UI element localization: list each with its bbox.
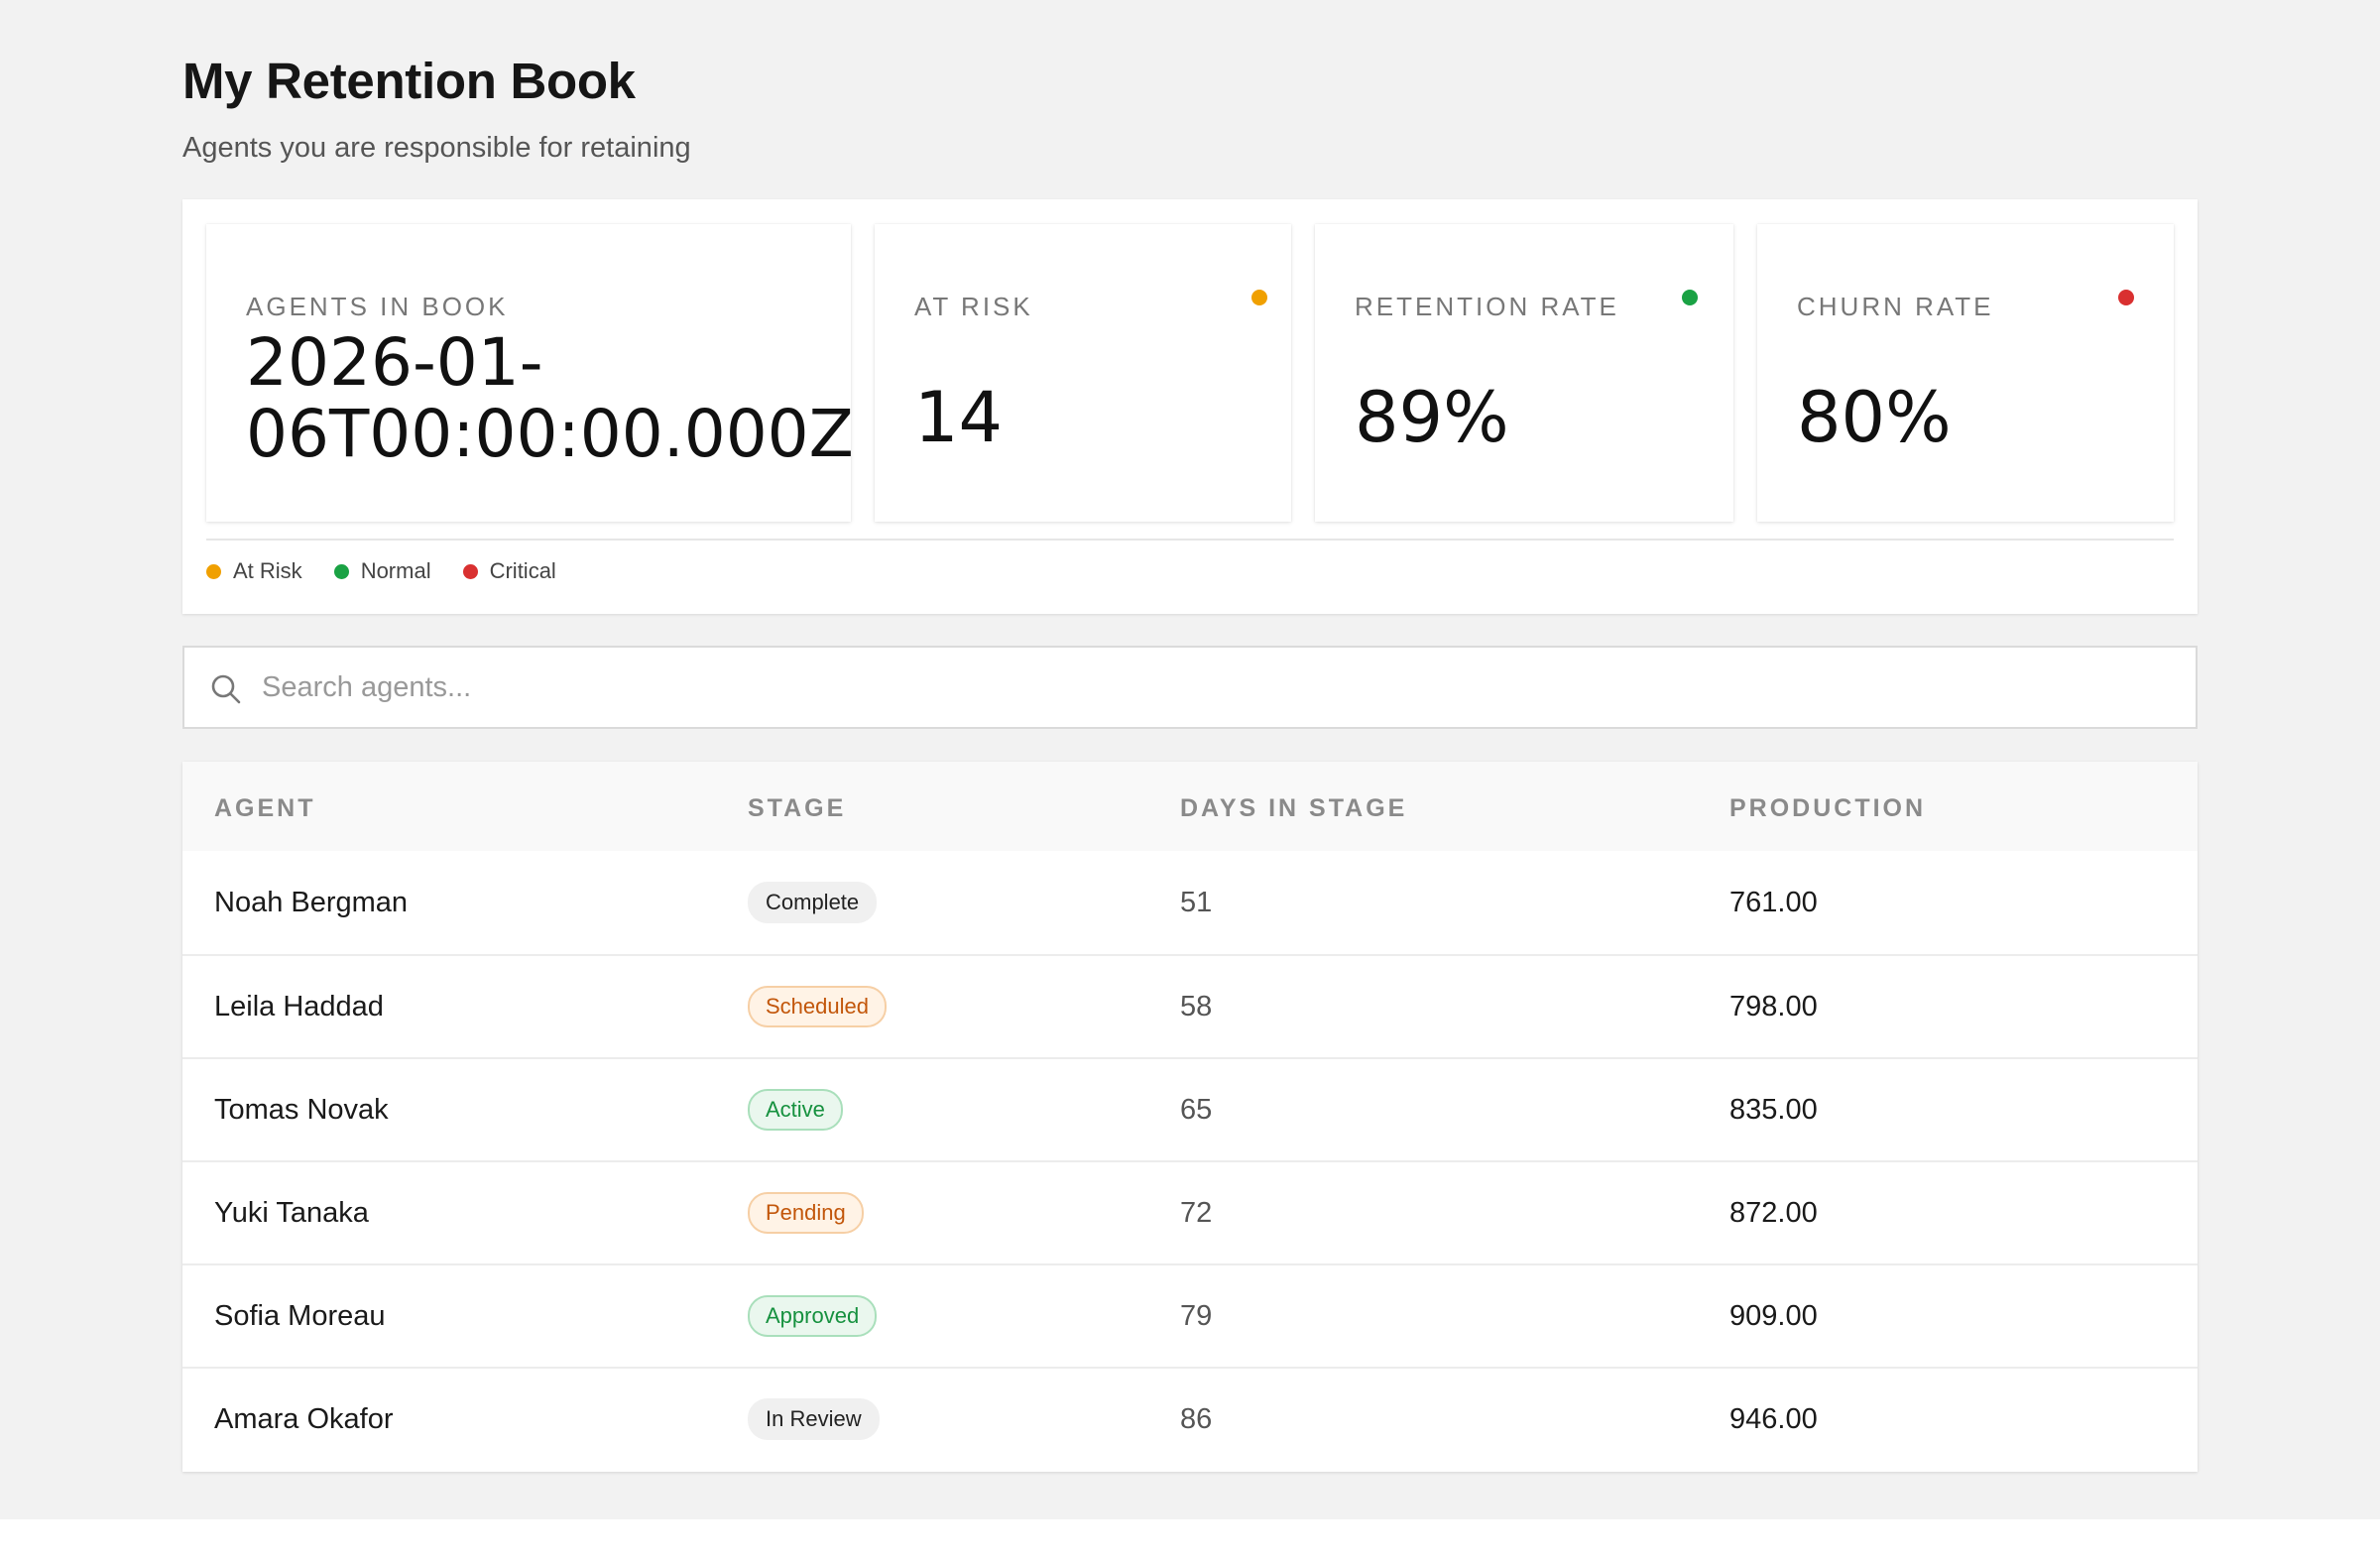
status-dot-icon: [1682, 290, 1698, 305]
legend-dot-icon: [462, 563, 478, 579]
days-in-stage-cell: 86: [1180, 1402, 1213, 1435]
stat-label: AT RISK: [914, 292, 1033, 321]
stat-label: AGENTS IN BOOK: [246, 292, 509, 321]
stage-badge: In Review: [748, 1398, 880, 1440]
stat-value: 2026-01-06T00:00:00.000Z: [246, 324, 854, 472]
stats-panel: AGENTS IN BOOK 2026-01-06T00:00:00.000Z …: [182, 199, 2198, 614]
stat-card-agents-in-book: AGENTS IN BOOK 2026-01-06T00:00:00.000Z: [206, 224, 854, 522]
stage-badge: Approved: [748, 1295, 878, 1337]
stage-badge: Pending: [748, 1192, 864, 1234]
agent-name-cell: Yuki Tanaka: [214, 1196, 369, 1229]
agent-name-cell: Noah Bergman: [214, 886, 409, 918]
table-row[interactable]: Tomas Novak Active 65 835.00: [182, 1057, 2198, 1160]
days-in-stage-cell: 58: [1180, 990, 1213, 1022]
legend-dot-icon: [333, 563, 349, 579]
stat-card-churn-rate: CHURN RATE 80%: [1757, 224, 2174, 522]
column-header-production[interactable]: PRODUCTION: [1729, 794, 1927, 822]
legend-label: Critical: [489, 558, 556, 583]
legend-divider: [206, 539, 2174, 541]
stage-cell: Pending: [748, 1162, 864, 1263]
legend-label: At Risk: [233, 558, 302, 583]
production-cell: 761.00: [1729, 886, 1818, 918]
page-subtitle: Agents you are responsible for retaining: [182, 132, 691, 164]
search-icon: [211, 674, 241, 704]
search-input[interactable]: [262, 663, 2146, 711]
production-cell: 872.00: [1729, 1196, 1818, 1229]
column-header-agent[interactable]: AGENT: [214, 794, 316, 822]
page-background: My Retention Book Agents you are respons…: [0, 0, 2380, 1519]
stat-card-retention-rate: RETENTION RATE 89%: [1315, 224, 1733, 522]
search-bar[interactable]: [182, 646, 2198, 729]
stage-cell: Complete: [748, 851, 878, 954]
legend-item-normal: Normal: [333, 558, 431, 584]
stat-label: CHURN RATE: [1797, 292, 1994, 321]
stat-label: RETENTION RATE: [1355, 292, 1619, 321]
stage-cell: Active: [748, 1059, 843, 1160]
stage-cell: In Review: [748, 1369, 880, 1470]
table-row[interactable]: Amara Okafor In Review 86 946.00: [182, 1367, 2198, 1470]
days-in-stage-cell: 51: [1180, 886, 1213, 918]
status-dot-icon: [2118, 290, 2134, 305]
agent-name-cell: Amara Okafor: [214, 1402, 394, 1435]
stage-cell: Scheduled: [748, 956, 887, 1057]
column-header-days-in-stage[interactable]: DAYS IN STAGE: [1180, 794, 1408, 822]
table-row[interactable]: Noah Bergman Complete 51 761.00: [182, 851, 2198, 954]
table-row[interactable]: Sofia Moreau Approved 79 909.00: [182, 1263, 2198, 1367]
production-cell: 946.00: [1729, 1402, 1818, 1435]
production-cell: 835.00: [1729, 1093, 1818, 1126]
agent-name-cell: Sofia Moreau: [214, 1299, 386, 1332]
stage-badge: Active: [748, 1089, 843, 1131]
stat-value: 89%: [1355, 377, 1509, 458]
page-title: My Retention Book: [182, 53, 636, 109]
production-cell: 798.00: [1729, 990, 1818, 1022]
status-legend: At Risk Normal Critical: [206, 558, 556, 584]
table-row[interactable]: Yuki Tanaka Pending 72 872.00: [182, 1160, 2198, 1263]
production-cell: 909.00: [1729, 1299, 1818, 1332]
agents-table: AGENT STAGE DAYS IN STAGE PRODUCTION Noa…: [182, 762, 2198, 1472]
legend-dot-icon: [206, 563, 221, 579]
legend-label: Normal: [360, 558, 431, 583]
days-in-stage-cell: 65: [1180, 1093, 1213, 1126]
days-in-stage-cell: 79: [1180, 1299, 1213, 1332]
stat-value: 14: [914, 377, 1004, 458]
table-header: AGENT STAGE DAYS IN STAGE PRODUCTION: [182, 762, 2198, 851]
legend-item-critical: Critical: [462, 558, 556, 584]
days-in-stage-cell: 72: [1180, 1196, 1213, 1229]
status-dot-icon: [1251, 290, 1267, 305]
stat-value: 80%: [1797, 377, 1952, 458]
column-header-stage[interactable]: STAGE: [748, 794, 847, 822]
stat-card-at-risk: AT RISK 14: [875, 224, 1291, 522]
legend-item-at-risk: At Risk: [206, 558, 302, 584]
table-row[interactable]: Leila Haddad Scheduled 58 798.00: [182, 954, 2198, 1057]
stage-badge: Scheduled: [748, 986, 887, 1027]
agent-name-cell: Leila Haddad: [214, 990, 384, 1022]
stage-cell: Approved: [748, 1265, 878, 1367]
agent-name-cell: Tomas Novak: [214, 1093, 389, 1126]
stage-badge: Complete: [748, 882, 878, 923]
